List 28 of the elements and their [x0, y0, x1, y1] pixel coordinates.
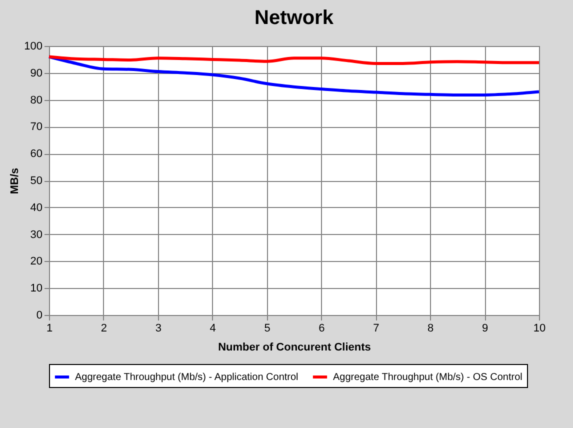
y-tick-label: 30 — [30, 228, 42, 241]
x-tick-label: 8 — [428, 322, 434, 334]
x-tick-label: 7 — [373, 322, 380, 334]
y-tick-label: 60 — [30, 148, 42, 160]
line-series — [48, 55, 540, 96]
y-tick-label: 100 — [24, 40, 42, 52]
x-tick-label: 9 — [482, 322, 488, 334]
y-tick-label: 20 — [30, 256, 42, 268]
y-tick-label: 50 — [30, 175, 42, 187]
y-tick-label: 40 — [30, 202, 42, 214]
x-axis-title: Number of Concurent Clients — [218, 342, 371, 354]
y-axis-title: MB/s — [9, 168, 22, 194]
line-series — [48, 55, 540, 65]
x-tick-label: 10 — [533, 322, 546, 334]
x-tick-label: 1 — [46, 322, 53, 334]
x-tick-label: 2 — [100, 322, 108, 334]
y-tick-label: 0 — [36, 310, 42, 322]
legend-label: Aggregate Throughput (Mb/s) - OS Control — [333, 372, 522, 383]
x-tick-label: 4 — [210, 322, 216, 334]
y-tick-label: 10 — [30, 282, 42, 295]
x-tick-label: 5 — [264, 322, 270, 334]
x-tick-label: 6 — [318, 322, 325, 334]
legend-label: Aggregate Throughput (Mb/s) - Application Control — [75, 372, 298, 383]
y-tick-label: 90 — [30, 67, 42, 80]
chart-title: Network — [254, 7, 334, 29]
y-tick-label: 80 — [30, 94, 42, 106]
x-tick-label: 3 — [155, 322, 162, 334]
y-tick-label: 70 — [30, 121, 42, 134]
